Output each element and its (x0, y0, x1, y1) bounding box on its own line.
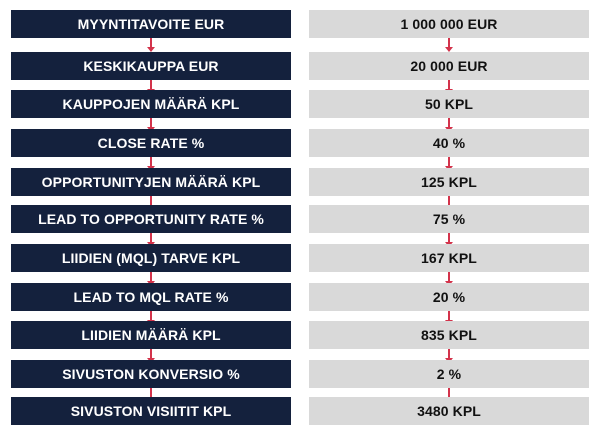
down-arrow-icon (147, 311, 155, 325)
value-lead-count: 835 KPL (309, 321, 589, 349)
down-arrow-icon (445, 233, 453, 247)
label-deal-count: KAUPPOJEN MÄÄRÄ KPL (11, 90, 291, 118)
value-lead-to-opportunity-rate: 75 % (309, 205, 589, 233)
label-close-rate: CLOSE RATE % (11, 129, 291, 157)
value-site-conversion: 2 % (309, 360, 589, 388)
down-arrow-icon (147, 38, 155, 52)
down-arrow-icon (445, 80, 453, 94)
down-arrow-icon (147, 272, 155, 286)
label-sales-target: MYYNTITAVOITE EUR (11, 10, 291, 38)
value-average-deal: 20 000 EUR (309, 52, 589, 80)
label-lead-to-mql-rate: LEAD TO MQL RATE % (11, 283, 291, 311)
down-arrow-icon (147, 157, 155, 171)
label-site-conversion: SIVUSTON KONVERSIO % (11, 360, 291, 388)
label-mql-need: LIIDIEN (MQL) TARVE KPL (11, 244, 291, 272)
down-arrow-icon (147, 349, 155, 363)
value-mql-need: 167 KPL (309, 244, 589, 272)
label-lead-to-opportunity-rate: LEAD TO OPPORTUNITY RATE % (11, 205, 291, 233)
label-lead-count: LIIDIEN MÄÄRÄ KPL (11, 321, 291, 349)
value-close-rate: 40 % (309, 129, 589, 157)
down-arrow-icon (445, 118, 453, 132)
value-site-visits: 3480 KPL (309, 397, 589, 425)
down-arrow-icon (445, 38, 453, 52)
label-average-deal: KESKIKAUPPA EUR (11, 52, 291, 80)
down-arrow-icon (445, 349, 453, 363)
value-lead-to-mql-rate: 20 % (309, 283, 589, 311)
down-arrow-icon (445, 157, 453, 171)
value-opportunity-count: 125 KPL (309, 168, 589, 196)
value-deal-count: 50 KPL (309, 90, 589, 118)
label-opportunity-count: OPPORTUNITYJEN MÄÄRÄ KPL (11, 168, 291, 196)
down-arrow-icon (445, 311, 453, 325)
label-site-visits: SIVUSTON VISIITIT KPL (11, 397, 291, 425)
down-arrow-icon (445, 272, 453, 286)
down-arrow-icon (147, 118, 155, 132)
down-arrow-icon (147, 80, 155, 94)
down-arrow-icon (147, 233, 155, 247)
value-sales-target: 1 000 000 EUR (309, 10, 589, 38)
